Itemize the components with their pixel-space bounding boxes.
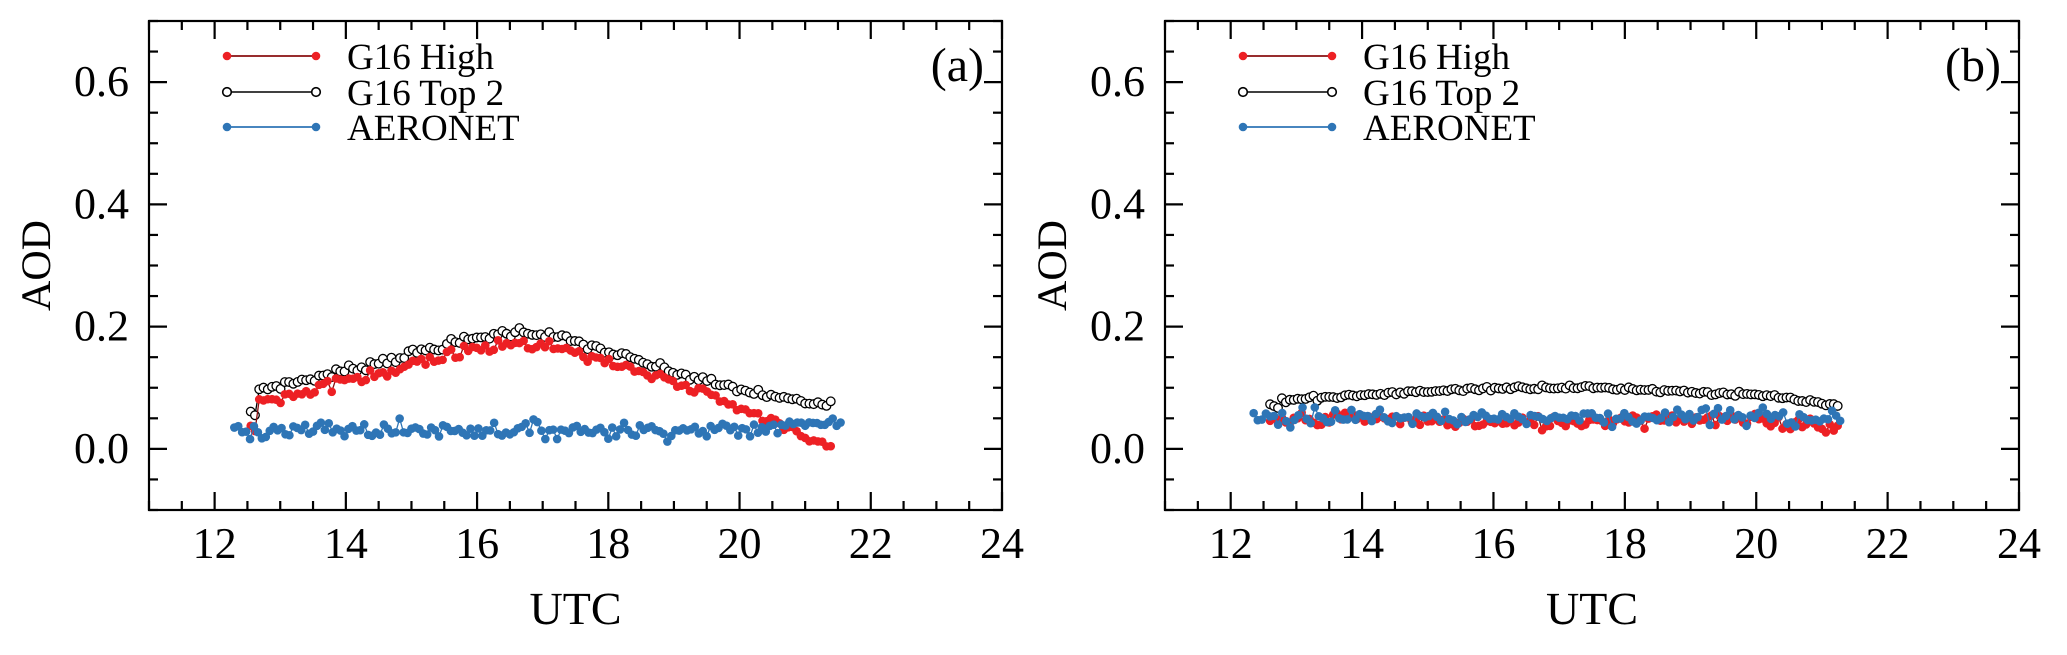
svg-text:G16 High: G16 High bbox=[347, 37, 494, 78]
svg-text:0.4: 0.4 bbox=[1090, 179, 1145, 228]
svg-text:(a): (a) bbox=[931, 39, 984, 92]
svg-text:0.6: 0.6 bbox=[74, 57, 129, 106]
svg-text:22: 22 bbox=[1866, 519, 1910, 568]
svg-text:AOD: AOD bbox=[1030, 220, 1076, 311]
svg-text:UTC: UTC bbox=[530, 583, 622, 634]
svg-text:0.2: 0.2 bbox=[1090, 302, 1145, 351]
svg-text:(b): (b) bbox=[1945, 39, 2001, 92]
svg-text:12: 12 bbox=[1209, 519, 1253, 568]
svg-text:20: 20 bbox=[1734, 519, 1778, 568]
svg-text:UTC: UTC bbox=[1546, 583, 1638, 634]
svg-text:0.0: 0.0 bbox=[74, 424, 129, 473]
svg-text:0.0: 0.0 bbox=[1090, 424, 1145, 473]
svg-text:0.4: 0.4 bbox=[74, 179, 129, 228]
svg-text:24: 24 bbox=[980, 519, 1024, 568]
svg-text:AOD: AOD bbox=[14, 220, 60, 311]
svg-text:14: 14 bbox=[324, 519, 368, 568]
svg-text:18: 18 bbox=[1603, 519, 1647, 568]
svg-text:24: 24 bbox=[1997, 519, 2041, 568]
svg-text:20: 20 bbox=[718, 519, 762, 568]
svg-text:16: 16 bbox=[455, 519, 499, 568]
svg-text:0.6: 0.6 bbox=[1090, 57, 1145, 106]
svg-text:0.2: 0.2 bbox=[74, 302, 129, 351]
svg-text:14: 14 bbox=[1340, 519, 1384, 568]
svg-text:AERONET: AERONET bbox=[347, 108, 520, 149]
svg-text:22: 22 bbox=[849, 519, 893, 568]
svg-text:18: 18 bbox=[586, 519, 630, 568]
svg-text:G16 High: G16 High bbox=[1363, 37, 1510, 78]
svg-text:AERONET: AERONET bbox=[1363, 108, 1536, 149]
svg-text:12: 12 bbox=[193, 519, 237, 568]
svg-text:16: 16 bbox=[1471, 519, 1515, 568]
